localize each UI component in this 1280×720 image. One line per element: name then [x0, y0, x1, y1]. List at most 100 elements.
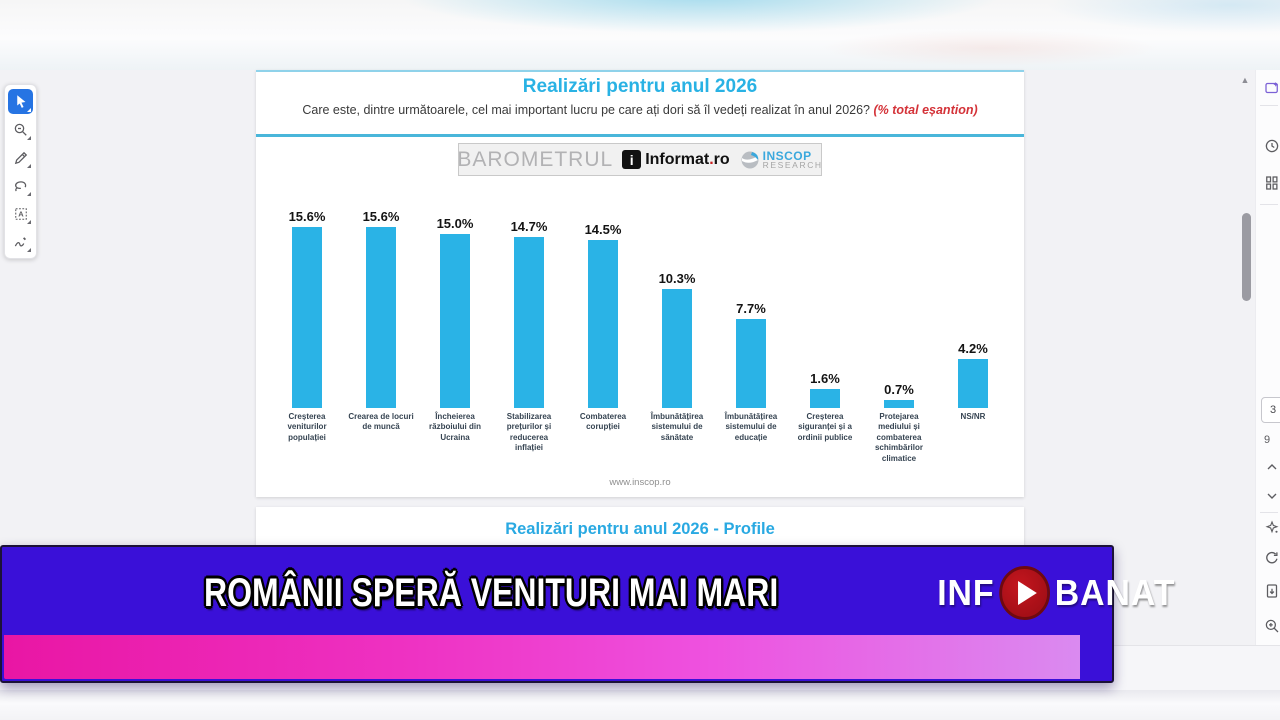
- bar-category-label: Protejarea mediului și combaterea schimb…: [874, 412, 923, 463]
- page-top-rule: [256, 70, 1024, 72]
- scrollbar-up-arrow[interactable]: ▲: [1240, 75, 1250, 85]
- header-divider-rule: [256, 134, 1024, 137]
- bar-column: 15.0%: [418, 216, 492, 408]
- bar: [736, 319, 766, 408]
- logo-text-banat: BANAT: [1054, 572, 1176, 613]
- barometrul-logo: BAROMETRUL: [457, 147, 614, 171]
- page-total-label: 9: [1264, 434, 1271, 446]
- play-button-icon: [999, 566, 1050, 620]
- screenshot-button[interactable]: [1262, 78, 1280, 98]
- window-bottom-edge: [0, 690, 1280, 720]
- bar: [884, 400, 914, 408]
- inscop-wordmark: INSCOP: [762, 148, 812, 163]
- cursor-icon: [16, 94, 25, 108]
- svg-text:A: A: [18, 209, 24, 218]
- bar-value-label: 4.2%: [958, 341, 988, 356]
- bar: [810, 389, 840, 408]
- bar-value-label: 15.6%: [362, 209, 400, 224]
- survey-question: Care este, dintre următoarele, cel mai i…: [290, 103, 990, 118]
- bar-column: 15.6%: [344, 209, 418, 408]
- right-icon-strip: 3 9: [1255, 70, 1280, 690]
- bar-value-label: 1.6%: [810, 371, 840, 386]
- ink-signature-tool-button[interactable]: [8, 229, 33, 254]
- screenshot-icon: [1265, 82, 1279, 94]
- history-button[interactable]: [1262, 136, 1280, 156]
- play-triangle-icon: [1017, 581, 1037, 605]
- brand-bar: BAROMETRUL i Informat.ro INSCOP RESEARCH: [457, 143, 823, 176]
- text-select-icon: A: [14, 207, 27, 220]
- effects-sparkle-icon: [1265, 520, 1279, 534]
- info-banat-logo: INF BANAT: [937, 566, 1175, 620]
- chevron-down-icon: [1267, 493, 1277, 499]
- bar-value-label: 7.7%: [736, 301, 766, 316]
- bar-column: 15.6%: [270, 209, 344, 408]
- scrollbar-thumb[interactable]: [1242, 213, 1251, 301]
- pen-tool-button[interactable]: [8, 145, 33, 170]
- grid-view-button[interactable]: [1262, 173, 1280, 193]
- effects-button[interactable]: [1262, 518, 1280, 538]
- fit-page-icon: [1266, 584, 1278, 598]
- bar-chart: 15.6% 15.6% 15.0% 14.7% 14.5% 10.3% 7.7% 1.6% 0.…: [270, 200, 1010, 408]
- bar: [662, 289, 692, 408]
- previous-page-button[interactable]: [1262, 457, 1280, 477]
- divider: [1260, 204, 1278, 205]
- fit-page-button[interactable]: [1262, 581, 1280, 601]
- chevron-up-icon: [1267, 464, 1277, 470]
- bar-category-label: Creșterea veniturilor populației: [287, 412, 327, 442]
- bar-column: 14.5%: [566, 222, 640, 408]
- bar-value-label: 14.5%: [584, 222, 622, 237]
- zoom-in-icon: [1265, 619, 1279, 633]
- next-page-button[interactable]: [1262, 486, 1280, 506]
- bar: [958, 359, 988, 408]
- bar-column: 14.7%: [492, 219, 566, 408]
- bar-value-label: 10.3%: [658, 271, 696, 286]
- source-url: www.inscop.ro: [609, 477, 671, 488]
- bar-column: 10.3%: [640, 271, 714, 408]
- bar-category-label: Creșterea siguranței și a ordinii public…: [797, 412, 853, 442]
- loupe-tool-button[interactable]: [8, 117, 33, 142]
- bar: [588, 240, 618, 408]
- lasso-tool-button[interactable]: [8, 173, 33, 198]
- bar: [440, 234, 470, 408]
- refresh-button[interactable]: [1262, 548, 1280, 568]
- page-number-input[interactable]: 3: [1261, 397, 1280, 423]
- informat-square-icon: i: [622, 150, 642, 169]
- survey-question-note: (% total eșantion): [873, 103, 978, 117]
- bar-column: 4.2%: [936, 341, 1010, 408]
- zoom-in-button[interactable]: [1262, 616, 1280, 636]
- bar-category-label: Stabilizarea prețurilor și reducerea inf…: [506, 412, 552, 453]
- research-wordmark: RESEARCH: [762, 159, 823, 170]
- pdf-page-3: Realizări pentru anul 2026 Care este, di…: [256, 70, 1024, 497]
- inscop-research-logo: INSCOP RESEARCH: [739, 149, 823, 171]
- inscop-globe-icon: [741, 151, 759, 168]
- annotation-toolbar: A: [4, 84, 37, 259]
- bar: [366, 227, 396, 408]
- bar-value-label: 15.0%: [436, 216, 474, 231]
- select-tool-button[interactable]: [8, 89, 33, 114]
- grid-view-icon: [1266, 176, 1278, 190]
- bar-column: 1.6%: [788, 371, 862, 408]
- ink-signature-icon: [14, 236, 26, 247]
- divider: [1260, 105, 1278, 106]
- refresh-icon: [1266, 551, 1278, 564]
- bar: [514, 237, 544, 408]
- tv-lower-third-banner: ROMÂNII SPERĂ VENITURI MAI MARI INF BANA…: [0, 545, 1174, 683]
- pen-icon: [14, 151, 27, 164]
- slide-title: Realizări pentru anul 2026: [522, 76, 758, 97]
- bar: [292, 227, 322, 408]
- bar-value-label: 14.7%: [510, 219, 548, 234]
- next-slide-title: Realizări pentru anul 2026 - Profile: [505, 520, 775, 538]
- divider: [1260, 512, 1278, 513]
- informat-ro-logo: i Informat.ro: [622, 150, 730, 169]
- bar-column: 0.7%: [862, 382, 936, 408]
- window-top-blur: [0, 0, 1280, 70]
- logo-text-inf: INF: [936, 572, 995, 613]
- bar-category-label: Crearea de locuri de muncă: [348, 412, 414, 432]
- loupe-icon: [14, 123, 27, 136]
- bar-category-label: Combaterea corupției: [579, 412, 627, 432]
- text-select-tool-button[interactable]: A: [8, 201, 33, 226]
- banner-headline-row: ROMÂNII SPERĂ VENITURI MAI MARI INF BANA…: [2, 547, 1174, 639]
- banner-headline: ROMÂNII SPERĂ VENITURI MAI MARI: [204, 570, 779, 615]
- history-clock-icon: [1265, 139, 1279, 153]
